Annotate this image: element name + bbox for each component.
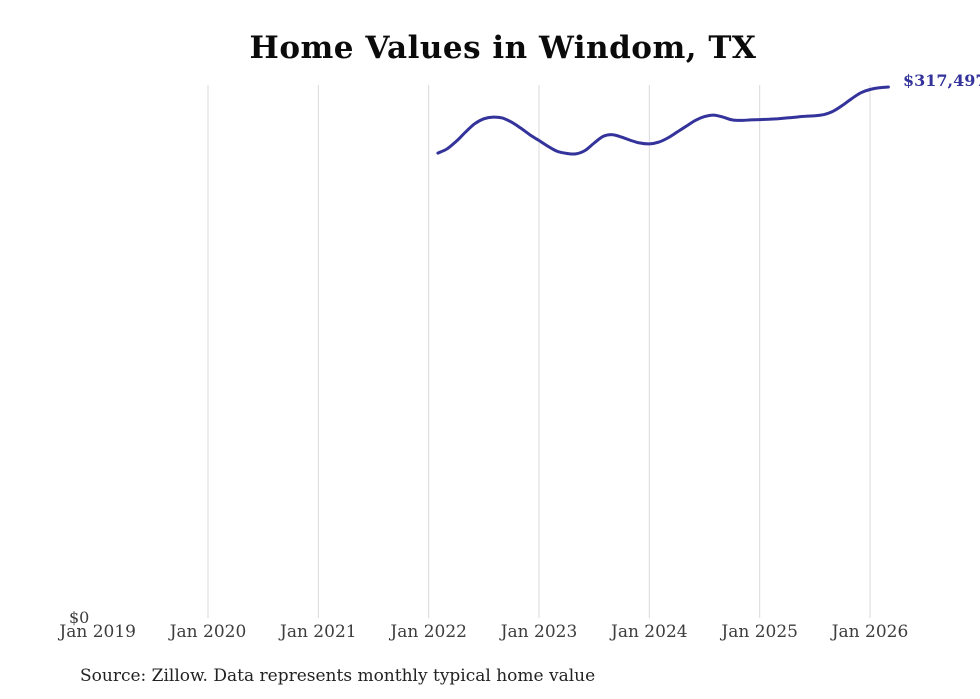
- x-axis-label: Jan 2022: [390, 622, 467, 642]
- chart-title: Home Values in Windom, TX: [249, 30, 757, 66]
- gridlines: [207, 85, 871, 618]
- home-value-trend-line: [436, 85, 890, 156]
- x-axis-label: Jan 2023: [500, 622, 578, 642]
- y-axis-zero-label: $0: [69, 608, 90, 627]
- x-axis-label: Jan 2021: [280, 622, 357, 642]
- source-note: Source: Zillow. Data represents monthly …: [80, 666, 596, 686]
- x-axis-label: Jan 2024: [611, 622, 688, 642]
- latest-value-label: $317,497: [903, 71, 980, 90]
- x-axis-label: Jan 2019: [59, 622, 136, 642]
- x-axis-label: Jan 2026: [831, 622, 909, 642]
- x-axis-label: Jan 2020: [169, 622, 247, 642]
- x-axis-label: Jan 2025: [721, 622, 798, 642]
